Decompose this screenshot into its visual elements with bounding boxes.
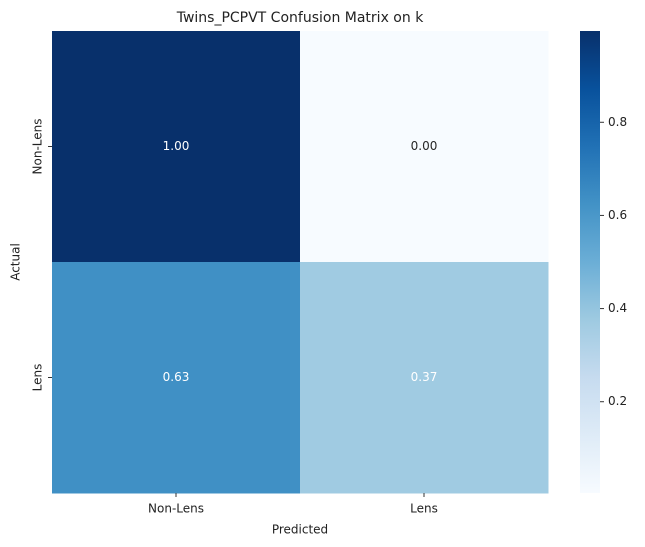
- heatmap-cell: [300, 262, 549, 494]
- y-axis-label: Actual: [9, 243, 23, 281]
- colorbar-tick-label: 0.2: [608, 394, 627, 408]
- colorbar-tick-label: 0.4: [608, 301, 627, 315]
- heatmap-cell: [300, 31, 549, 263]
- heatmap-cell: [52, 262, 301, 494]
- heatmap-cell: [52, 31, 301, 263]
- x-axis-label: Predicted: [272, 523, 328, 537]
- cell-label: 0.37: [411, 370, 438, 384]
- chart-title: Twins_PCPVT Confusion Matrix on k: [176, 10, 424, 26]
- colorbar-tick-label: 0.8: [608, 115, 627, 129]
- colorbar: [580, 31, 600, 493]
- colorbar-tick-label: 0.6: [608, 208, 627, 222]
- y-tick-label: Non-Lens: [31, 119, 45, 175]
- y-tick-label: Lens: [31, 364, 45, 392]
- x-tick-label: Lens: [410, 502, 438, 516]
- cell-label: 0.00: [411, 139, 438, 153]
- cell-label: 0.63: [163, 370, 190, 384]
- x-tick-label: Non-Lens: [148, 502, 204, 516]
- cell-label: 1.00: [163, 139, 190, 153]
